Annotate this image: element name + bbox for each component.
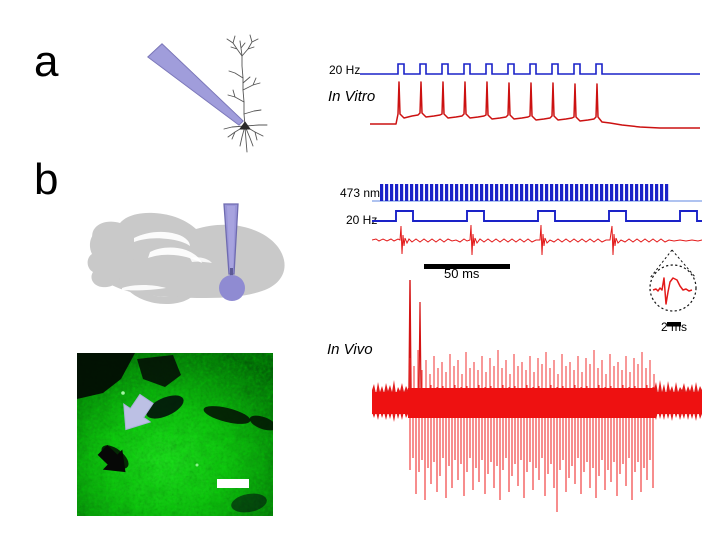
- panel-b-schematic: [62, 192, 302, 332]
- panel-b-light-label: 473 nm: [340, 186, 381, 200]
- panel-b-label: b: [34, 155, 59, 204]
- scalebar-2ms-label: 2 ms: [661, 320, 688, 334]
- scalebar-50ms-icon: [424, 258, 514, 269]
- panel-a-stim-label: 20 Hz: [329, 63, 361, 77]
- panel-a-stim-trace: [360, 63, 700, 75]
- fiber-track-arrow-icon: [123, 393, 154, 431]
- panel-b-stim-trace: [372, 210, 702, 222]
- panel-a-recording-trace: [370, 81, 700, 129]
- panel-b-light-trace: [372, 184, 702, 202]
- patch-pipette-icon: [147, 43, 244, 126]
- optical-fiber-icon: [223, 203, 239, 282]
- panel-b-in-vivo-plot: [372, 262, 702, 520]
- panel-b-expanded-plot: [371, 180, 703, 260]
- in-vivo-spike-trace: [372, 279, 702, 512]
- panel-a-schematic: [140, 28, 310, 168]
- panel-a-trace-plot: [360, 52, 700, 137]
- scalebar-2ms-icon: [667, 315, 687, 327]
- panel-b-spike-trace: [371, 224, 703, 256]
- panel-b-stim-label: 20 Hz: [346, 213, 378, 227]
- panel-a-label: a: [34, 37, 59, 86]
- sagittal-mouse-brain-icon: [87, 212, 285, 304]
- panel-b-recording-label: In Vivo: [327, 341, 373, 358]
- pyramidal-neuron-icon: [223, 34, 268, 153]
- scalebar-50ms-label: 50 ms: [444, 266, 480, 281]
- spike-waveform-inset: [640, 248, 712, 328]
- illumination-spot-icon: [219, 275, 245, 301]
- micrograph-scalebar-icon: [217, 479, 249, 488]
- panel-a-recording-label: In Vitro: [328, 88, 376, 105]
- electrode-track-arrow-icon: [97, 444, 126, 473]
- fluorescence-micrograph: [77, 353, 277, 516]
